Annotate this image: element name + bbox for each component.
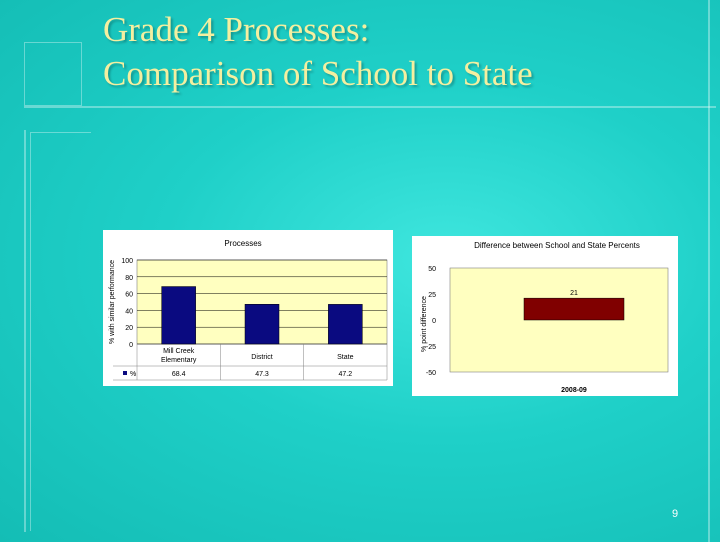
y-tick-label: 20 <box>125 325 133 332</box>
chart-title: Processes <box>224 239 261 248</box>
x-category-label: 2008-09 <box>561 387 587 394</box>
y-tick-label: 100 <box>121 258 133 265</box>
decorative-frame-inner <box>30 132 91 531</box>
y-tick-label: 0 <box>129 342 133 349</box>
data-table-value: 47.3 <box>255 371 269 378</box>
title-line-2: Comparison of School to State <box>103 54 533 93</box>
y-axis-label: % point difference <box>421 296 428 352</box>
x-category-label: Mill Creek Elementary <box>161 348 197 364</box>
y-tick-label: 50 <box>428 266 436 273</box>
y-tick-label: -25 <box>426 344 436 351</box>
decorative-rule-top <box>24 106 716 108</box>
legend-series-name: % <box>130 371 136 378</box>
page-number: 9 <box>672 508 679 520</box>
title-line-1: Grade 4 Processes: <box>103 10 370 49</box>
decorative-frame-side <box>24 130 26 532</box>
bar <box>244 304 280 345</box>
y-tick-label: 25 <box>428 292 436 299</box>
difference-chart-svg: Difference between School and State Perc… <box>412 236 678 396</box>
y-tick-label: 80 <box>125 275 133 282</box>
x-category-label: State <box>337 354 353 361</box>
y-axis-label: % with similar performance <box>109 260 116 344</box>
bar <box>328 304 363 345</box>
y-tick-label: 40 <box>125 308 133 315</box>
x-category-label: District <box>251 354 272 361</box>
decorative-rule-right <box>708 0 710 542</box>
y-tick-label: 0 <box>432 318 436 325</box>
processes-chart-svg: Processes % with similar performance 100… <box>103 230 393 386</box>
data-label: 21 <box>570 290 578 297</box>
data-table-value: 68.4 <box>172 371 186 378</box>
decorative-frame-top <box>24 42 82 106</box>
y-tick-label: -50 <box>426 370 436 377</box>
chart-title: Difference between School and State Perc… <box>474 241 640 250</box>
difference-chart: Difference between School and State Perc… <box>412 236 678 401</box>
data-table-value: 47.2 <box>339 371 353 378</box>
processes-chart: Processes % with similar performance 100… <box>103 230 393 391</box>
legend-key <box>123 371 127 375</box>
bar <box>161 286 196 345</box>
y-tick-label: 60 <box>125 292 133 299</box>
slide-title: Grade 4 Processes: Comparison of School … <box>103 8 703 96</box>
bar <box>523 297 625 321</box>
